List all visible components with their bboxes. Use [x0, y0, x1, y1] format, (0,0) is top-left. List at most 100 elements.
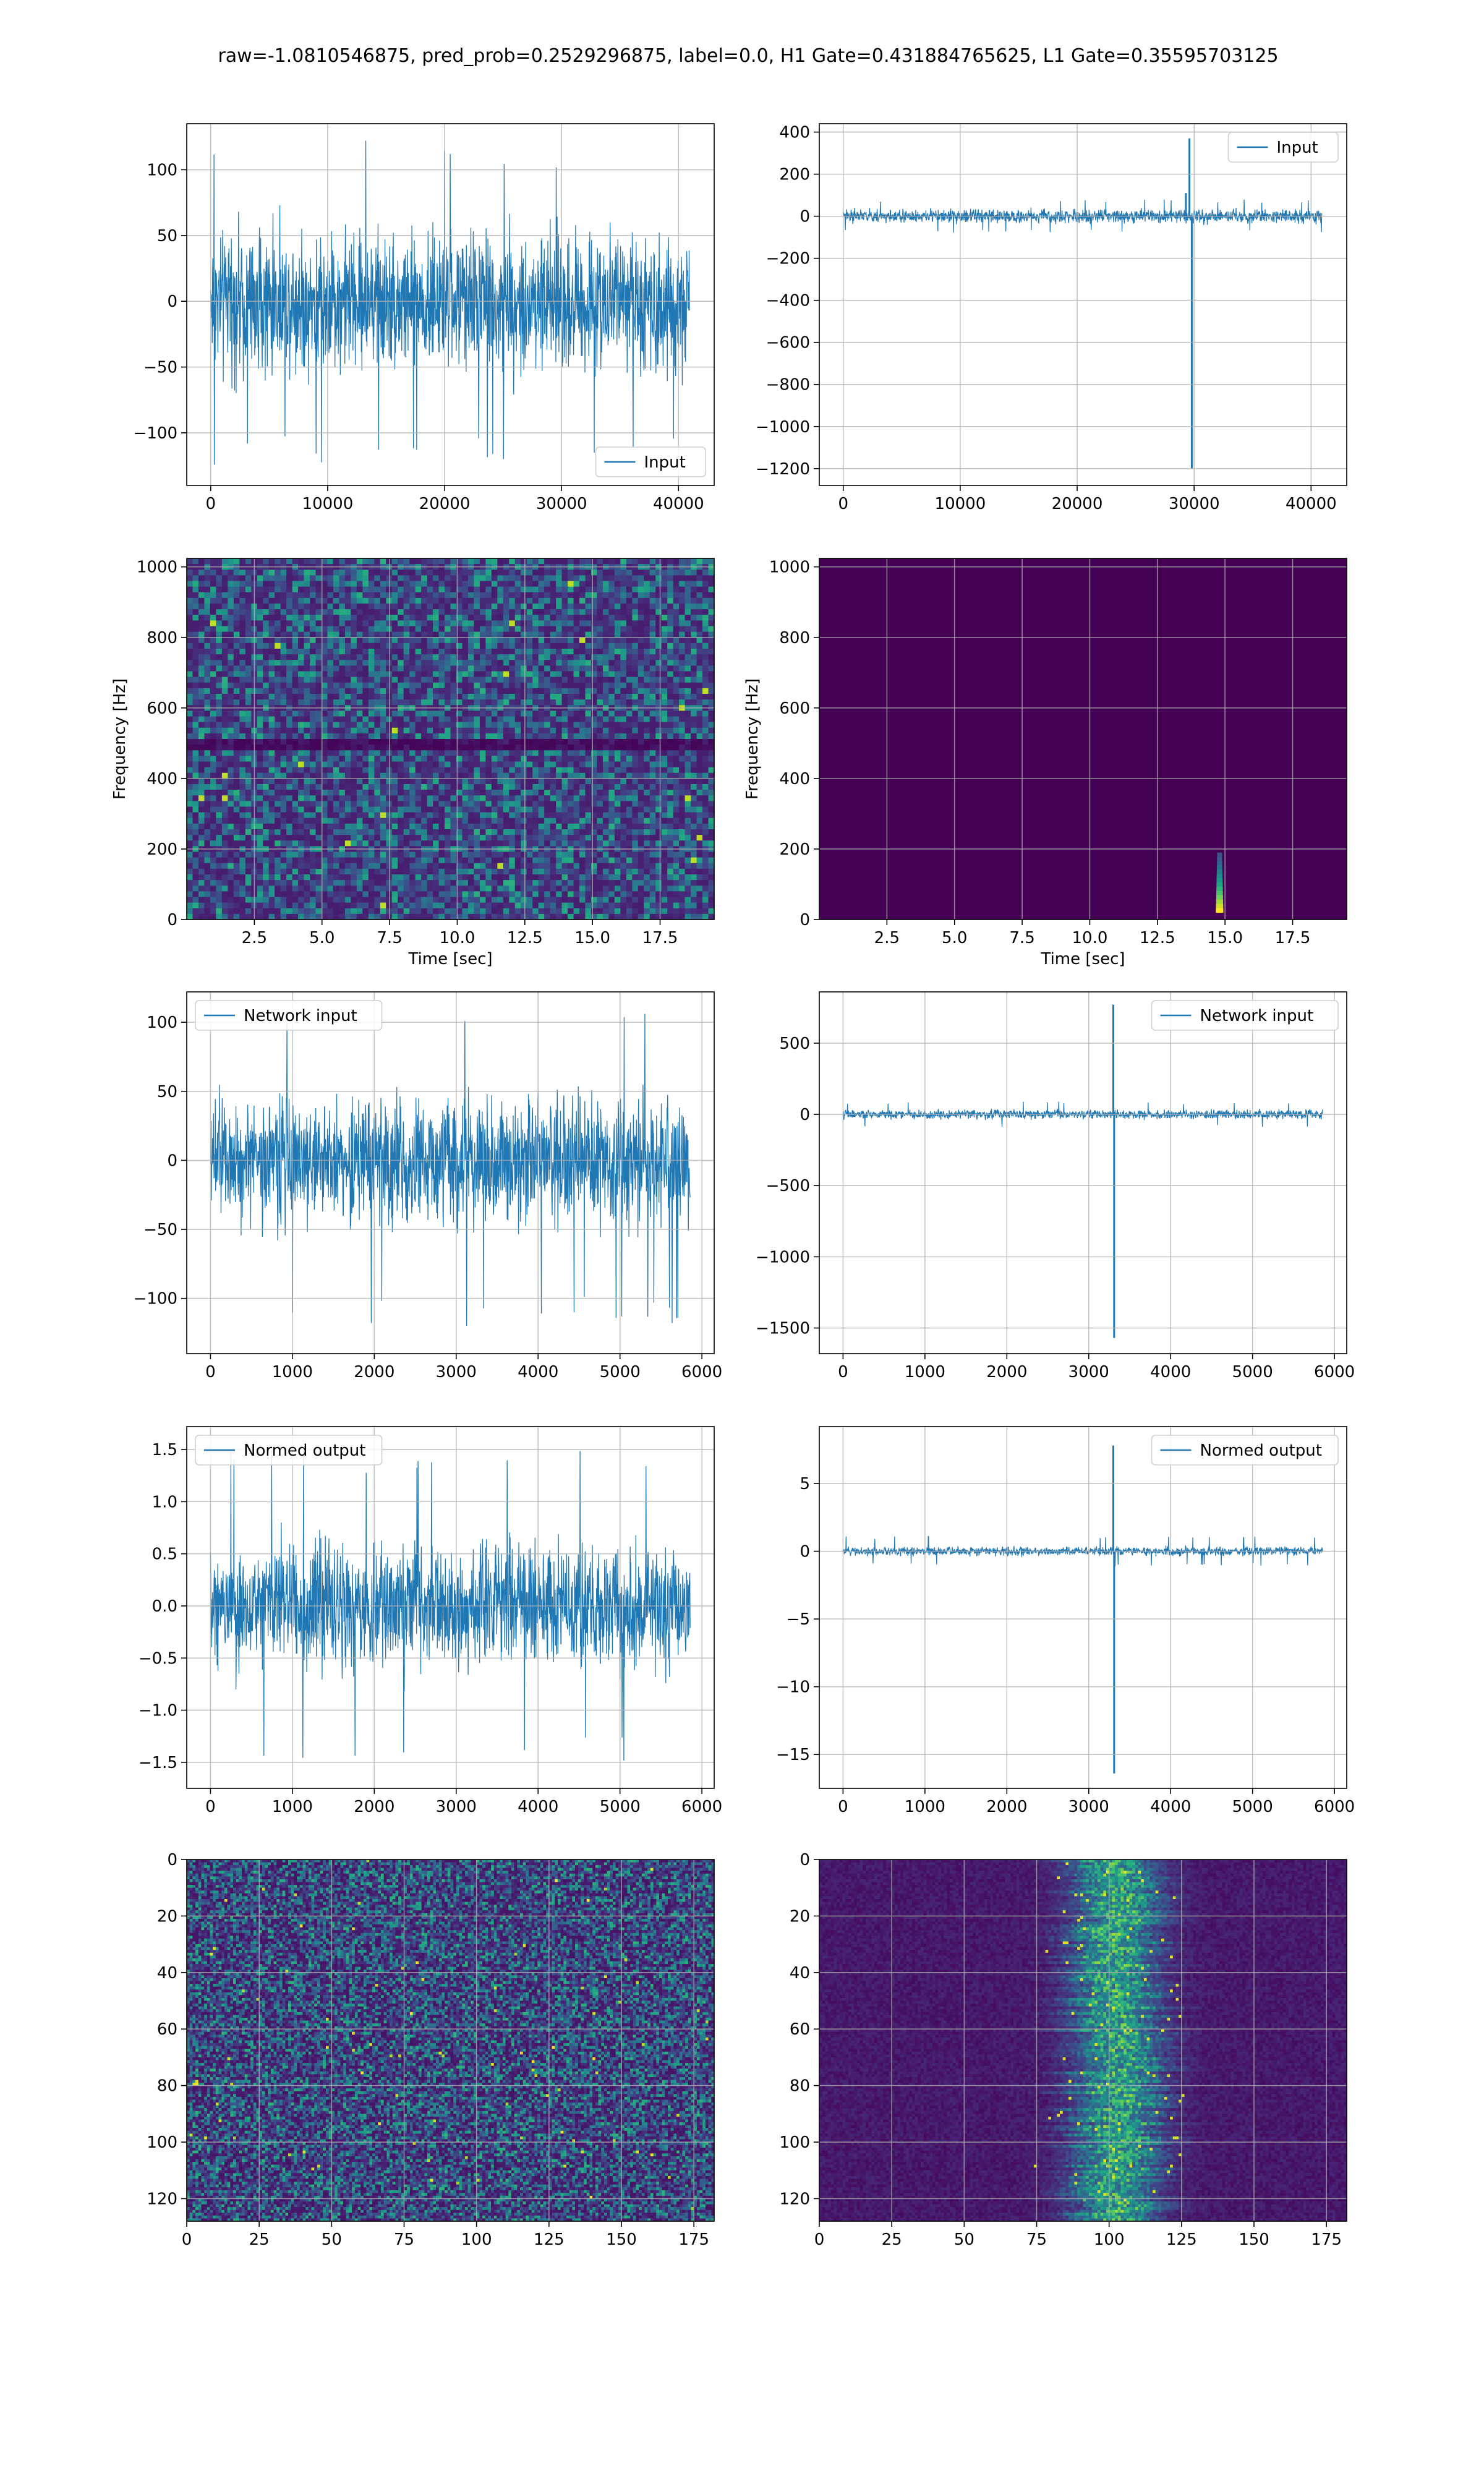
- heatmap-cell: [585, 665, 591, 672]
- heatmap-cell: [451, 699, 457, 706]
- heatmap-cell: [655, 632, 662, 638]
- heatmap-cell: [644, 756, 650, 762]
- heatmap-cell: [497, 683, 503, 689]
- heatmap-cell: [228, 649, 234, 655]
- heatmap-cell: [626, 694, 633, 700]
- heatmap-cell: [620, 840, 626, 847]
- heatmap-cell: [362, 801, 369, 807]
- heatmap-cell: [316, 592, 322, 599]
- heatmap-cell: [398, 773, 404, 779]
- heatmap-cell: [515, 790, 521, 796]
- heatmap-cell: [398, 795, 404, 801]
- heatmap-cell: [357, 711, 363, 717]
- heatmap-cell: [650, 733, 656, 740]
- heatmap-cell: [608, 733, 615, 740]
- heatmap-cell: [216, 711, 222, 717]
- heatmap-cell: [451, 604, 457, 610]
- heatmap-cell: [281, 688, 287, 694]
- heatmap-cell: [615, 790, 621, 796]
- heatmap-cell: [198, 699, 205, 706]
- heatmap-cell: [451, 598, 457, 604]
- heatmap-cell: [480, 852, 486, 858]
- heatmap-cell: [685, 609, 691, 615]
- heatmap-cell: [603, 739, 609, 745]
- heatmap-cell: [544, 784, 550, 790]
- heatmap-cell: [620, 665, 626, 672]
- heatmap-cell: [492, 835, 498, 841]
- heatmap-cell: [357, 660, 363, 666]
- heatmap-cell: [509, 660, 515, 666]
- heatmap-cell: [632, 779, 638, 785]
- heatmap-cell: [292, 575, 299, 581]
- heatmap-cell: [234, 620, 240, 626]
- heatmap-cell: [515, 762, 521, 768]
- heatmap-cell: [632, 733, 638, 740]
- heatmap-cell: [568, 818, 574, 824]
- heatmap-cell: [380, 575, 386, 581]
- heatmap-cell: [409, 683, 416, 689]
- heatmap-cell: [269, 665, 275, 672]
- heatmap-cell: [192, 807, 198, 813]
- heatmap-cell: [333, 852, 339, 858]
- heatmap-cell: [369, 824, 375, 830]
- heatmap-cell: [492, 813, 498, 819]
- heatmap-cell: [556, 570, 562, 576]
- heatmap-cell: [597, 632, 603, 638]
- heatmap-cell: [398, 739, 404, 745]
- heatmap-cell: [216, 620, 222, 626]
- heatmap-cell: [550, 739, 556, 745]
- heatmap-cell: [357, 722, 363, 728]
- heatmap-cell: [550, 575, 556, 581]
- heatmap-cell: [281, 739, 287, 745]
- heatmap-cell: [439, 683, 445, 689]
- heatmap-cell: [362, 609, 369, 615]
- heatmap-cell: [439, 643, 445, 649]
- heatmap-cell: [304, 790, 310, 796]
- heatmap-cell: [462, 858, 468, 864]
- heatmap-cell: [515, 672, 521, 678]
- heatmap-cell: [579, 620, 586, 626]
- heatmap-cell: [585, 739, 591, 745]
- heatmap-cell: [345, 694, 351, 700]
- heatmap-cell: [380, 795, 386, 801]
- heatmap-cell: [234, 592, 240, 599]
- heatmap-cell: [691, 779, 697, 785]
- heatmap-cell: [673, 784, 680, 790]
- heatmap-cell: [544, 660, 550, 666]
- heatmap-cell: [257, 620, 263, 626]
- heatmap-cell: [556, 683, 562, 689]
- heatmap-cell: [468, 581, 474, 587]
- heatmap-cell: [374, 609, 380, 615]
- heatmap-cell: [339, 649, 345, 655]
- heatmap-cell: [644, 813, 650, 819]
- heatmap-cell: [298, 615, 304, 621]
- heatmap-cell: [451, 813, 457, 819]
- heatmap-cell: [362, 756, 369, 762]
- heatmap-cell: [667, 818, 673, 824]
- heatmap-cell: [539, 598, 545, 604]
- heatmap-cell: [697, 575, 703, 581]
- heatmap-cell: [497, 638, 503, 644]
- heatmap-cell: [187, 824, 193, 830]
- heatmap-cell: [269, 643, 275, 649]
- heatmap-cell: [298, 818, 304, 824]
- heatmap-cell: [245, 722, 252, 728]
- heatmap-cell: [333, 615, 339, 621]
- heatmap-cell: [662, 790, 668, 796]
- heatmap-cell: [263, 801, 269, 807]
- heatmap-cell: [445, 756, 451, 762]
- heatmap-cell: [509, 570, 515, 576]
- heatmap-cell: [632, 587, 638, 593]
- heatmap-cell: [539, 694, 545, 700]
- heatmap-cell: [316, 858, 322, 864]
- heatmap-cell: [597, 784, 603, 790]
- heatmap-cell: [597, 773, 603, 779]
- heatmap-cell: [216, 665, 222, 672]
- heatmap-cell: [263, 632, 269, 638]
- heatmap-cell: [380, 756, 386, 762]
- heatmap-cell: [679, 784, 685, 790]
- heatmap-cell: [398, 643, 404, 649]
- heatmap-cell: [451, 688, 457, 694]
- heatmap-cell: [310, 699, 316, 706]
- heatmap-cell: [556, 739, 562, 745]
